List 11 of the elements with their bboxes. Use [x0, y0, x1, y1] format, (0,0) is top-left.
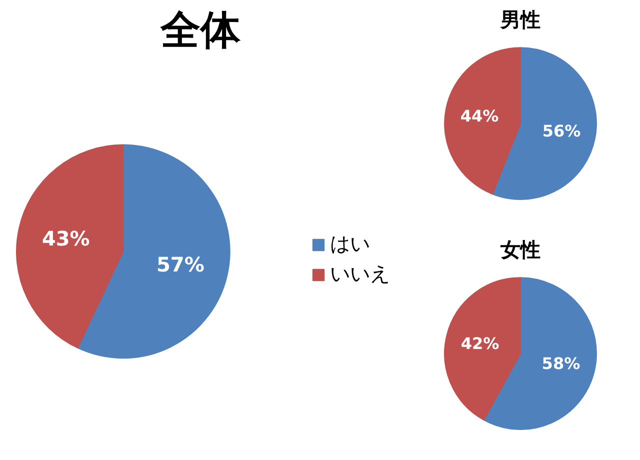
- chart-title: 全体: [160, 8, 242, 54]
- chart-title: 男性: [500, 8, 540, 32]
- chart-title: 女性: [500, 238, 540, 262]
- data-label: 44%: [460, 106, 499, 126]
- data-label: 58%: [542, 354, 580, 374]
- legend-label: いいえ: [330, 260, 390, 288]
- data-label: 56%: [542, 122, 581, 141]
- data-label: 43%: [42, 226, 90, 251]
- data-label: 57%: [156, 252, 204, 276]
- legend-label: はい: [330, 230, 370, 258]
- data-label: 42%: [460, 334, 500, 353]
